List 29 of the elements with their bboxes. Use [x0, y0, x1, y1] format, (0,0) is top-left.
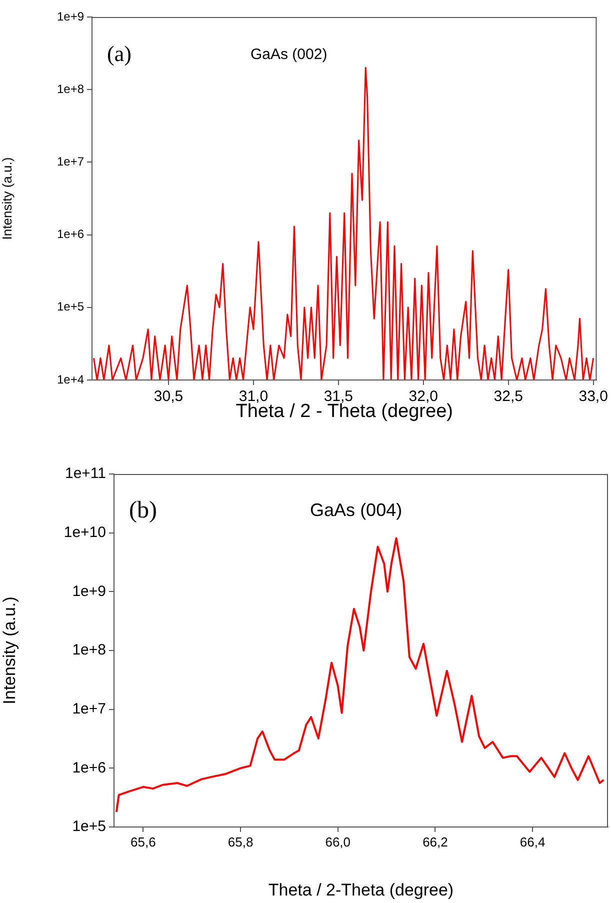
y-tick-label: 1e+9 [56, 9, 84, 24]
y-tick-label: 1e+6 [56, 227, 84, 242]
x-tick-label: 66,0 [325, 834, 351, 850]
y-tick-label: 1e+9 [72, 582, 106, 600]
x-tick-label: 66,4 [520, 834, 546, 850]
y-tick-label: 1e+8 [72, 642, 106, 659]
annotation: GaAs (002) [250, 46, 328, 64]
x-tick-label: 33,0 [578, 388, 608, 406]
annotation: (b) [129, 497, 157, 524]
y-axis-title: Intensity (a.u.) [0, 596, 19, 704]
y-tick-label: 1e+5 [56, 300, 84, 314]
x-axis-title: Theta / 2-Theta (degree) [268, 880, 454, 900]
x-tick-label: 32,0 [408, 388, 438, 406]
x-tick-label: 66,2 [422, 834, 448, 850]
y-tick-label: 1e+5 [72, 818, 106, 836]
x-tick-label: 32,5 [494, 388, 523, 406]
y-tick-label: 1e+6 [72, 759, 106, 776]
y-axis-title: Intensity (a.u.) [0, 157, 14, 240]
y-tick-label: 1e+7 [72, 700, 106, 718]
annotation: (a) [107, 40, 132, 66]
x-tick-label: 65,8 [228, 834, 254, 850]
y-tick-label: 1e+11 [64, 465, 106, 482]
x-tick-label: 30,5 [154, 388, 184, 406]
y-tick-label: 1e+10 [64, 524, 106, 541]
x-tick-label: 65,6 [130, 834, 156, 850]
y-tick-label: 1e+4 [56, 372, 84, 386]
y-tick-label: 1e+7 [56, 154, 84, 169]
y-tick-label: 1e+8 [56, 82, 84, 96]
annotation: GaAs (004) [310, 500, 402, 520]
